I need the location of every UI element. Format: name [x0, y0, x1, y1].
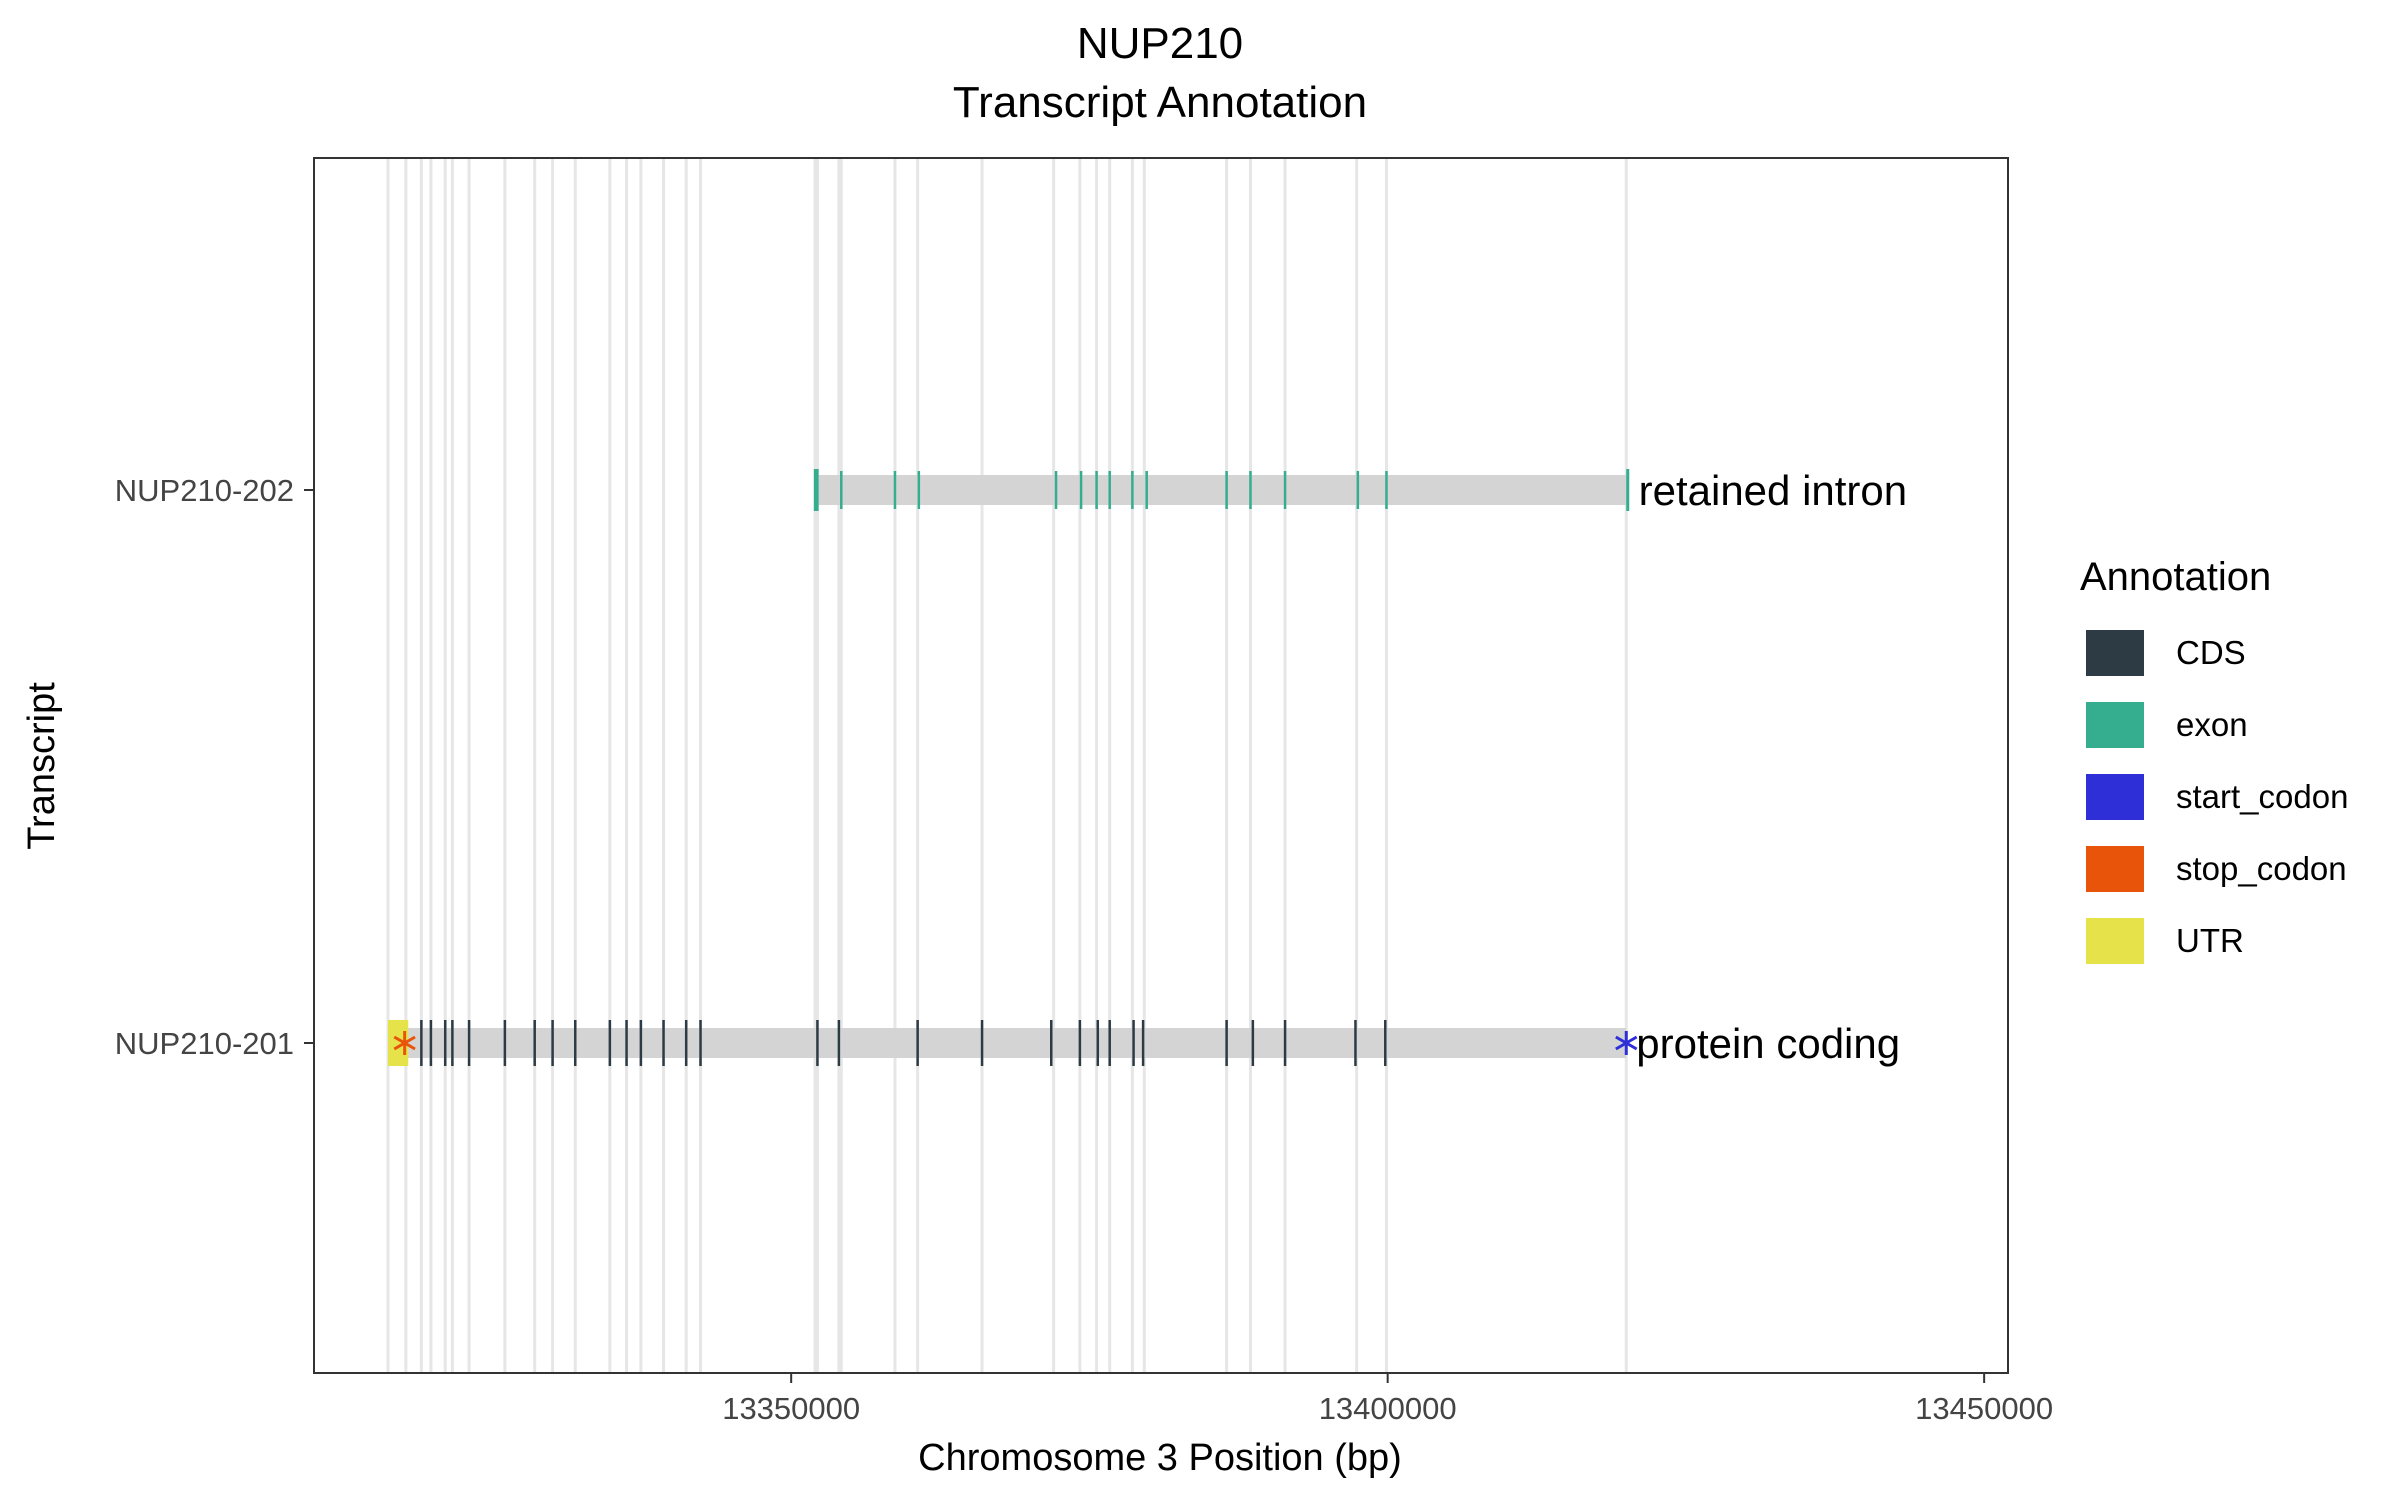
chart-subtitle: Transcript Annotation: [953, 78, 1367, 127]
legend-label: UTR: [2176, 922, 2244, 959]
legend-swatch: [2086, 702, 2144, 748]
stop-codon-marker: [393, 1031, 416, 1055]
x-tick-label: 13400000: [1319, 1391, 1457, 1426]
legend-swatch: [2086, 630, 2144, 676]
y-tick-label: NUP210-201: [115, 1026, 294, 1061]
legend-swatch: [2086, 774, 2144, 820]
x-tick-label: 13450000: [1915, 1391, 2053, 1426]
x-axis: 13350000 13400000 13450000: [722, 1373, 2053, 1426]
legend-title: Annotation: [2080, 555, 2271, 599]
stop-codon-marker-stroke: [393, 1035, 416, 1051]
transcript-track: retained intron: [813, 467, 1908, 514]
chart-title: NUP210: [1077, 19, 1243, 68]
transcript-backbone: [387, 1028, 1627, 1058]
track-layer: retained intron protein coding: [387, 467, 1908, 1067]
legend-label: stop_codon: [2176, 850, 2347, 887]
legend-swatch: [2086, 918, 2144, 964]
legend-swatch: [2086, 846, 2144, 892]
transcript-track: protein coding: [387, 1020, 1900, 1067]
legend: Annotation CDS exon start_codon stop_codon U…: [2080, 555, 2348, 964]
grid-layer: [386, 158, 1628, 1373]
start-codon-marker-stroke: [1615, 1035, 1638, 1051]
exon-block: [1626, 469, 1630, 511]
x-tick-label: 13350000: [722, 1391, 860, 1426]
plot-panel: [313, 157, 2009, 1374]
transcript-biotype-label: retained intron: [1639, 467, 1908, 514]
legend-label: start_codon: [2176, 778, 2348, 815]
start-codon-marker: [1615, 1031, 1638, 1055]
legend-label: exon: [2176, 706, 2248, 743]
transcript-biotype-label: protein coding: [1636, 1020, 1900, 1067]
y-axis: NUP210-202 NUP210-201: [115, 473, 314, 1061]
y-axis-label: Transcript: [21, 682, 63, 850]
transcript-backbone: [815, 475, 1629, 505]
y-tick-label: NUP210-202: [115, 473, 294, 508]
legend-label: CDS: [2176, 634, 2246, 671]
x-axis-label: Chromosome 3 Position (bp): [918, 1437, 1402, 1479]
